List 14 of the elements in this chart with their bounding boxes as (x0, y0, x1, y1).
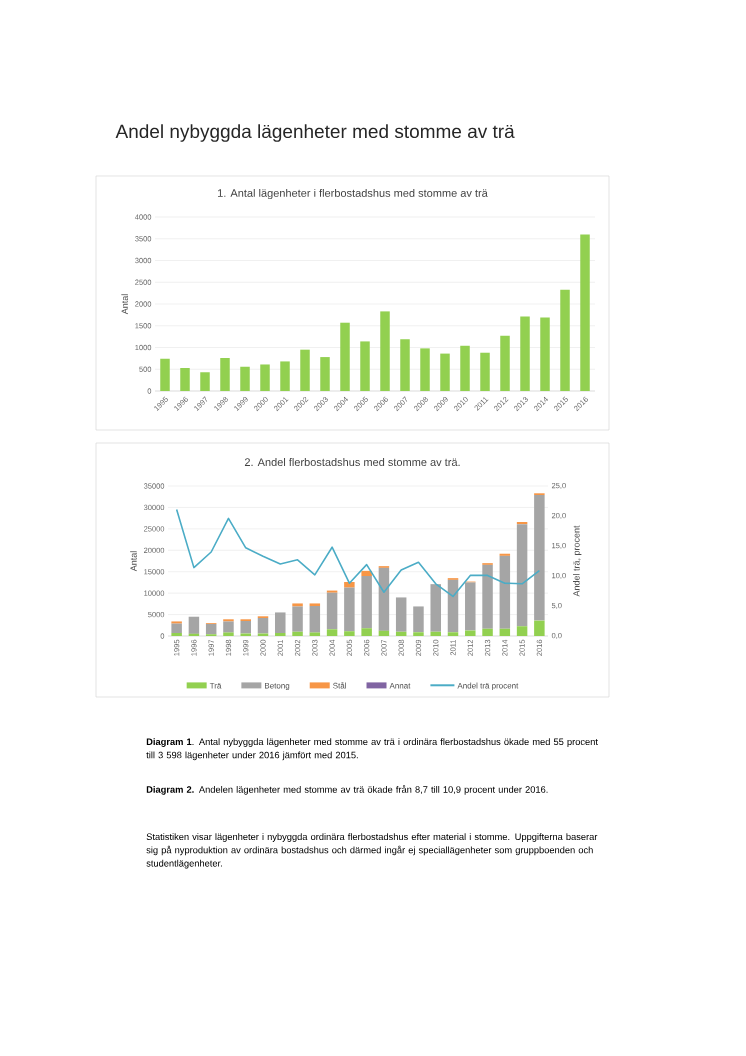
text: Diagram 1. Antal nybyggda lägenheter med stomme av trä i ordinära flerbostadshus ökade med 55 procent till 3 598 lägenheter under 2016 jämfört med 2015. (146, 738, 598, 761)
text: Andel nybyggda lägenheter med stomme av trä (115, 124, 515, 142)
y-axis-title: Antal (130, 551, 137, 572)
legend-label: Annat (389, 682, 411, 689)
legend-label: Trä (209, 682, 222, 689)
chart-title: 2. Andel flerbostadshus med stomme av trä. (244, 457, 460, 467)
legend-label: Stål (333, 681, 346, 689)
text: Diagram 2. Andelen lägenheter med stomme av trä ökade från 8,7 till 10,9 procent under 2016. (146, 785, 548, 795)
legend-label: Betong (265, 682, 290, 691)
y-axis-title: Antal (121, 294, 128, 315)
y2-axis-title: Andel trä, procent (573, 525, 582, 597)
chart-title: 1. Antal lägenheter i flerbostadshus med stomme av trä (218, 188, 488, 200)
legend-label: Andel trä procent (457, 682, 519, 691)
text: Statistiken visar lägenheter i nybyggda ordinära flerbostadshus efter material i stomme. Uppgifterna baserar sig på nyproduktion av ordinära bostadshus och därmed ingår ej speciallägenheter som gruppboenden och studentlägenheter. (146, 833, 598, 869)
